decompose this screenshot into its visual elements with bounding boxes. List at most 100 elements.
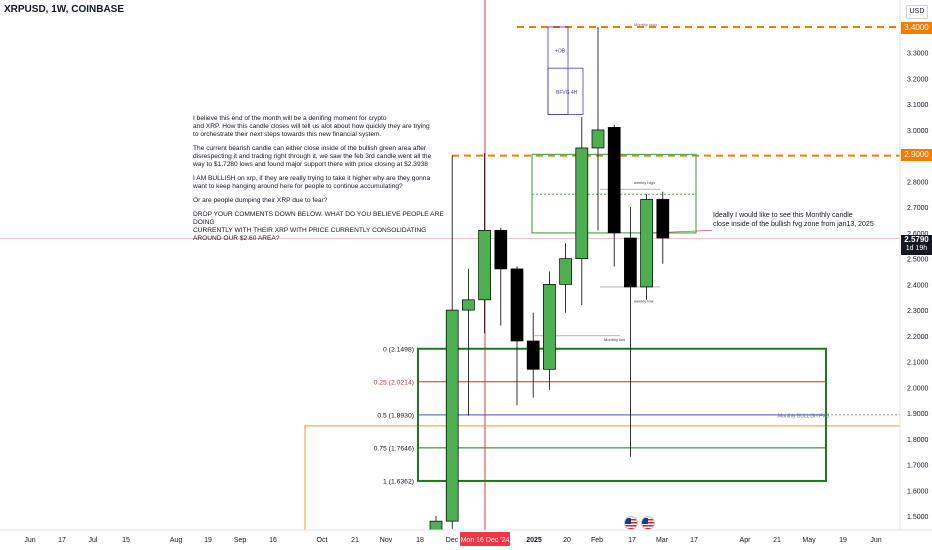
y-tick-label: 3.2000: [907, 76, 929, 83]
bearish-candle-body: [624, 237, 637, 288]
x-tick-label: 20: [563, 537, 571, 544]
bullish-candle-body: [543, 284, 556, 370]
annotation-paragraph-4: Or are people dumping their XRP due to f…: [193, 197, 328, 205]
y-tick-label: 3.3000: [907, 51, 929, 58]
x-tick-label: Jun: [24, 537, 35, 544]
annotation-text[interactable]: I believe this end of the month will be …: [193, 115, 453, 249]
bullish-candle-body: [445, 309, 459, 522]
fib-level-label: 0 (2.1498): [383, 346, 414, 353]
currency-label[interactable]: USD: [906, 5, 928, 19]
chart-labels: 0 (2.1498) 0.25 (2.0214) 0.5 (1.8930) 0.75 …: [374, 22, 830, 485]
y-tick-label: 2.6000: [907, 231, 929, 238]
bullish-candle-body: [478, 229, 491, 301]
x-tick-label: 16: [269, 537, 277, 544]
x-tick-label: 21: [351, 537, 359, 544]
x-tick-label: 18: [416, 537, 424, 544]
y-tick-label: 1.6000: [907, 488, 929, 495]
x-tick-label: 21: [773, 537, 781, 544]
bullish-candle-body: [591, 129, 605, 149]
fvg-4h-label: BFVG 4H: [556, 90, 578, 96]
ob-label: +OB: [555, 49, 566, 55]
candle: [640, 194, 653, 300]
fvg-4h-box: [547, 67, 584, 115]
candle: [445, 155, 459, 529]
x-tick-label: May: [802, 537, 816, 544]
fib-level-label: 0.25 (2.0214): [374, 379, 414, 386]
fib-level-label: 1 (1.6362): [383, 478, 414, 485]
candle: [656, 191, 670, 264]
y-tick-label: 3.0000: [907, 128, 929, 135]
y-tick-label: 1.8000: [907, 437, 929, 444]
current-price-tag: 2.5790 1d 19h: [901, 235, 932, 255]
candle: [494, 227, 508, 326]
current-price: 2.5790: [904, 235, 929, 244]
candle-countdown: 1d 19h: [905, 245, 928, 252]
x-tick-label: 17: [628, 537, 636, 544]
x-tick-label: 15: [122, 537, 130, 544]
price-tag-3400: 3.4000: [901, 22, 932, 34]
bearish-candle-body: [607, 127, 621, 234]
y-tick-label: 2.3000: [907, 308, 929, 315]
monthly-low-label: Monthly low: [604, 337, 625, 342]
us-flag-icon[interactable]: [641, 516, 655, 530]
bullish-candle-body: [575, 147, 589, 259]
y-tick-label: 2.1000: [907, 360, 929, 367]
bullish-candle-body: [462, 299, 475, 311]
y-tick-label: 2.2000: [907, 334, 929, 341]
annotation-paragraph-2: The current bearish candle can either cl…: [193, 145, 432, 169]
x-tick-label: Aug: [170, 537, 183, 544]
candle: [543, 271, 556, 390]
ob-box: [547, 26, 569, 115]
candles: [429, 27, 670, 531]
x-tick-label: Mon 16 Dec '24: [461, 537, 510, 544]
x-tick-label: Feb: [591, 537, 603, 544]
candle: [526, 312, 540, 398]
x-tick-label: 19: [204, 537, 212, 544]
annotation-paragraph-5: DROP YOUR COMMENTS DOWN BELOW. WHAT DO Y…: [193, 211, 444, 243]
monthly-high-label: Monthly high: [634, 22, 657, 27]
candle: [575, 117, 589, 305]
x-tick-label: Mar: [656, 537, 669, 544]
x-tick-label: 17: [58, 537, 66, 544]
bearish-candle-body: [494, 229, 508, 270]
us-flag-icon[interactable]: [624, 516, 638, 530]
x-tick-label: Oct: [317, 537, 328, 544]
price-axis-bg: [900, 0, 932, 550]
monthly-fvg-label: Monthly BULLISH FVG: [778, 413, 830, 419]
y-tick-label: 2.0000: [907, 385, 929, 392]
x-tick-label: Jul: [89, 537, 98, 544]
weekly-high-label: weekly high: [634, 180, 655, 185]
candle: [462, 268, 475, 416]
price-tag-2900: 2.9000: [901, 149, 932, 161]
fib-level-label: 0.5 (1.8930): [377, 412, 414, 419]
weekly-low-label: weekly low: [634, 298, 653, 303]
x-tick-label: 19: [839, 537, 847, 544]
y-tick-label: 2.7000: [907, 205, 929, 212]
candle: [607, 124, 621, 267]
x-tick-label: Nov: [380, 537, 393, 544]
x-tick-label: Jun: [870, 537, 881, 544]
annotation-paragraph-3: I AM BULLISH on xrp, if they are really …: [193, 175, 431, 191]
fib-level-label: 0.75 (1.7646): [374, 445, 414, 452]
y-tick-label: 2.5000: [907, 257, 929, 264]
bearish-candle-body: [656, 199, 670, 239]
highlighted-date-bg: [460, 532, 510, 546]
bearish-candle-body: [526, 340, 540, 370]
bearish-candle-body: [510, 268, 524, 342]
side-note[interactable]: Ideally I would like to see this Monthly…: [713, 212, 874, 228]
symbol-title[interactable]: XRPUSD, 1W, COINBASE: [4, 4, 125, 15]
y-tick-label: 1.9000: [907, 411, 929, 418]
candle: [559, 243, 572, 313]
annotation-paragraph-1: I believe this end of the month will be …: [193, 115, 430, 139]
y-tick-label: 3.1000: [907, 102, 929, 109]
y-tick-label: 1.7000: [907, 463, 929, 470]
bullish-candle-body: [640, 199, 653, 288]
x-tick-label: 17: [690, 537, 698, 544]
y-tick-label: 2.8000: [907, 179, 929, 186]
zones: [304, 26, 901, 531]
x-tick-label: Dec: [446, 537, 459, 544]
x-tick-label: Sep: [234, 537, 247, 544]
bullish-candle-body: [559, 258, 572, 285]
